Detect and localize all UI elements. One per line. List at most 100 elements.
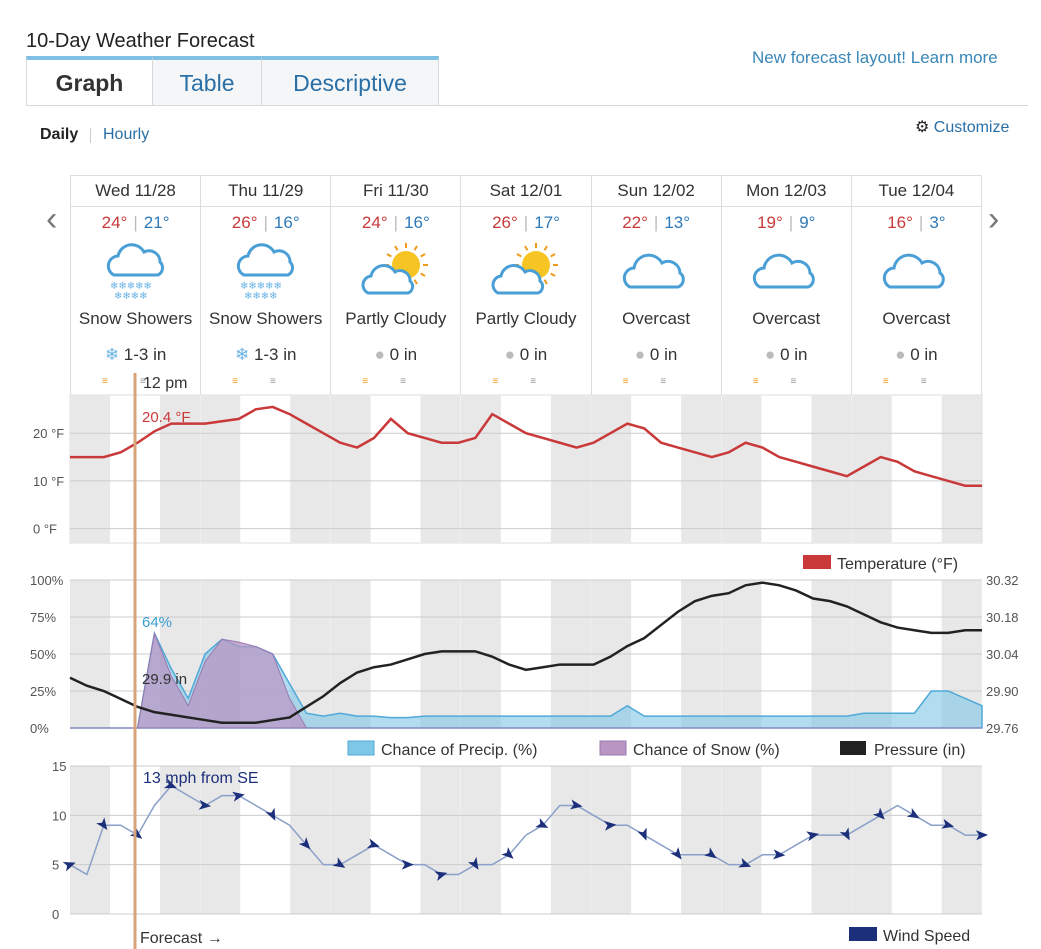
tab-table[interactable]: Table — [153, 56, 262, 106]
day-column[interactable]: Thu 11/29 26° | 16° ❄❄❄❄❄ ❄❄❄❄ Snow Showers… — [201, 176, 332, 395]
customize-label: Customize — [933, 119, 1010, 136]
learn-more-link[interactable]: New forecast layout! Learn more — [752, 48, 998, 67]
wind-arrow-icon — [265, 807, 276, 821]
day-column[interactable]: Fri 11/30 24° | 16° Partly Cloudy ● 0 in ≡… — [331, 176, 462, 395]
temp-divider: | — [788, 213, 794, 232]
night-band — [721, 766, 762, 914]
precip-current-label: 64% — [142, 614, 172, 631]
precip-amount: ❄ 1-3 in — [71, 345, 200, 365]
night-band — [70, 766, 110, 914]
day-temps: 24° | 16° — [331, 213, 460, 233]
wind-arrow-icon — [467, 856, 479, 870]
wind-line — [69, 784, 982, 876]
temp-y-tick: 10 °F — [33, 474, 64, 489]
raindrop-icon: ● — [374, 345, 385, 364]
wind-arrow-icon — [569, 799, 583, 810]
wind-arrow-icon — [401, 859, 414, 870]
snow-cloud-icon: ❄❄❄❄❄ ❄❄❄❄ — [201, 237, 330, 307]
cloud-icon — [592, 237, 721, 307]
night-band — [460, 766, 501, 914]
low-temp: 17° — [534, 213, 560, 232]
day-column[interactable]: Tue 12/04 16° | 3° Overcast ● 0 in ≡ ≡ — [851, 176, 981, 395]
high-temp: 26° — [492, 213, 518, 232]
temp-divider: | — [133, 213, 138, 232]
day-column[interactable]: Mon 12/03 19° | 9° Overcast ● 0 in ≡ ≡ — [721, 176, 852, 395]
night-band — [460, 395, 501, 543]
sunrise-moon-icons: ≡ ≡ — [102, 376, 146, 387]
precip-value: 0 in — [780, 345, 808, 364]
precip-amount: ● 0 in — [722, 345, 851, 365]
day-temps: 26° | 17° — [461, 213, 590, 233]
night-band — [721, 395, 762, 543]
next-arrow-icon[interactable]: › — [988, 200, 1000, 238]
night-band — [330, 395, 371, 543]
day-column[interactable]: Sun 12/02 22° | 13° Overcast ● 0 in ≡ ≡ — [591, 176, 722, 395]
customize-button[interactable]: ⚙ Customize — [915, 117, 1009, 137]
tab-graph[interactable]: Graph — [26, 56, 153, 106]
snow-area — [70, 631, 982, 729]
wind-arrow-icon — [839, 827, 850, 841]
night-band — [681, 395, 722, 543]
wind-arrow-icon — [366, 838, 380, 849]
high-temp: 24° — [101, 213, 128, 232]
precip-amount: ● 0 in — [331, 345, 460, 365]
day-column[interactable]: Wed 11/28 24° | 21° ❄❄❄❄❄ ❄❄❄❄ Snow Showers… — [71, 176, 202, 395]
pressure-line — [69, 581, 982, 724]
day-strip: Wed 11/28 24° | 21° ❄❄❄❄❄ ❄❄❄❄ Snow Showers… — [70, 175, 982, 395]
day-column[interactable]: Sat 12/01 26° | 17° Partly Cloudy ● 0 in ≡… — [461, 176, 592, 395]
wind-arrow-icon — [703, 847, 717, 859]
svg-text:❄❄❄❄: ❄❄❄❄ — [244, 291, 278, 302]
temp-current-label: 20.4 °F — [142, 409, 191, 426]
snow-cloud-icon: ❄❄❄❄❄ ❄❄❄❄ — [71, 237, 200, 307]
pressure-legend-swatch — [840, 741, 866, 755]
precip-y-tick: 25% — [30, 684, 56, 699]
prev-arrow-icon[interactable]: ‹ — [46, 200, 58, 238]
temp-divider: | — [393, 213, 399, 232]
day-date: Mon 12/03 — [721, 176, 851, 207]
wind-arrow-icon — [232, 791, 245, 802]
wind-arrow-icon — [603, 820, 617, 831]
day-date: Sat 12/01 — [461, 176, 591, 207]
pressure-y-tick: 29.90 — [986, 684, 1019, 699]
pressure-legend-label: Pressure (in) — [874, 742, 966, 759]
temp-y-tick: 0 °F — [33, 522, 57, 537]
night-band — [550, 395, 591, 543]
snow-legend-swatch — [599, 740, 627, 756]
wind-arrow-icon — [637, 827, 647, 841]
precip-y-tick: 50% — [30, 647, 56, 662]
tab-descriptive[interactable]: Descriptive — [262, 56, 439, 106]
daily-toggle[interactable]: Daily — [40, 126, 79, 143]
cloud-icon — [852, 237, 981, 307]
wind-y-tick: 0 — [52, 907, 59, 922]
tab-divider — [26, 105, 1028, 106]
toggle-separator — [90, 128, 91, 143]
sunrise-moon-icons: ≡ ≡ — [622, 376, 667, 387]
wind-arrow-icon — [806, 831, 819, 842]
day-temps: 22° | 13° — [592, 213, 721, 233]
precip-y-tick: 0% — [30, 721, 49, 736]
temp-legend-label: Temperature (°F) — [837, 556, 958, 573]
wind-arrow-icon — [738, 857, 752, 868]
sunrise-moon-icons: ≡ ≡ — [882, 376, 927, 387]
sunrise-moon-icons: ≡ ≡ — [752, 376, 797, 387]
day-date: Sun 12/02 — [591, 176, 721, 207]
pressure-y-tick: 30.04 — [986, 647, 1019, 662]
wind-legend-label: Wind Speed — [883, 928, 970, 945]
sunrise-moon-icons: ≡ ≡ — [362, 376, 406, 387]
gear-icon: ⚙ — [915, 119, 930, 136]
night-band — [591, 766, 632, 914]
wind-arrow-icon — [332, 857, 346, 868]
wind-arrow-icon — [198, 799, 212, 810]
partly-cloudy-icon — [461, 237, 590, 307]
condition-label: Partly Cloudy — [345, 309, 447, 328]
night-band — [290, 766, 331, 914]
precip-value: 1-3 in — [123, 345, 167, 364]
night-band — [420, 395, 461, 543]
precip-amount: ● 0 in — [852, 345, 981, 365]
low-temp: 13° — [664, 213, 691, 232]
day-temps: 24° | 21° — [71, 213, 200, 233]
wind-y-tick: 5 — [52, 858, 59, 873]
hourly-toggle[interactable]: Hourly — [103, 126, 150, 143]
day-temps: 19° | 9° — [722, 213, 851, 233]
condition-label: Overcast — [882, 309, 951, 328]
